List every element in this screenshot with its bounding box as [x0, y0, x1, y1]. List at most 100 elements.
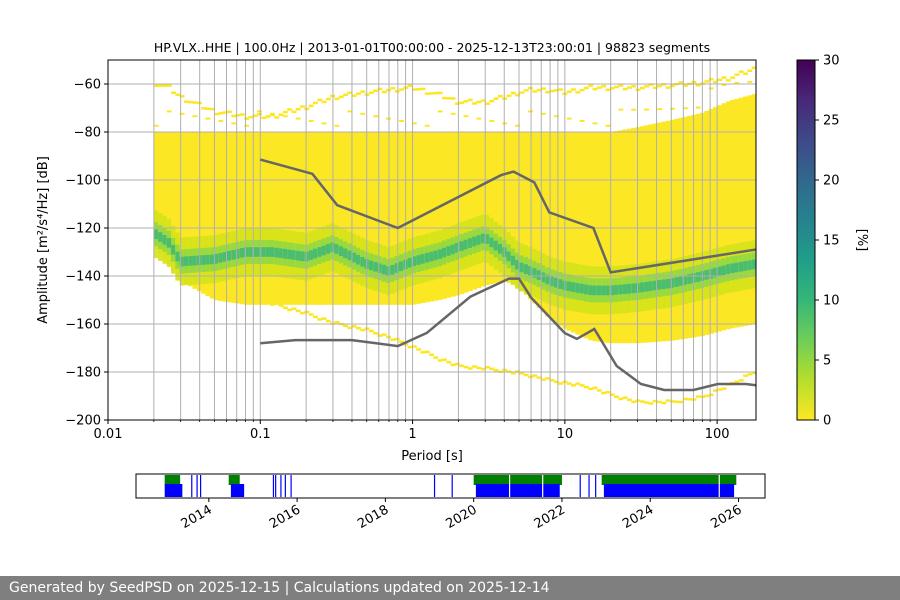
pdf-column-outer-upper	[695, 84, 701, 87]
pdf-column-speckle	[605, 124, 611, 127]
pdf-column-core	[416, 255, 422, 265]
pdf-column-outer-upper	[334, 97, 340, 101]
pdf-column-outer-upper	[205, 107, 211, 110]
timeline-blue-mark	[588, 475, 590, 497]
pdf-column	[536, 132, 542, 308]
pdf-column-outer-lower	[308, 313, 314, 316]
pdf-column-outer-upper	[355, 92, 361, 95]
pdf-column	[390, 132, 396, 305]
y-tick-label: −180	[65, 366, 101, 381]
pdf-column-outer-upper	[566, 90, 572, 93]
pdf-column	[506, 132, 512, 283]
pdf-column-outer-lower	[480, 367, 486, 371]
pdf-column-outer-upper	[532, 90, 538, 93]
pdf-column-outer-lower	[485, 366, 490, 369]
pdf-column-outer-upper	[678, 81, 684, 84]
pdf-column-outer-lower	[416, 348, 422, 351]
pdf-column-core	[489, 237, 495, 248]
pdf-column-core	[351, 252, 357, 263]
chart-title: HP.VLX..HHE | 100.0Hz | 2013-01-01T00:00…	[154, 40, 710, 55]
pdf-column-core	[158, 232, 164, 242]
pdf-column-core	[730, 263, 736, 274]
pdf-column-outer-upper	[166, 84, 172, 87]
pdf-column-speckle	[218, 120, 224, 122]
pdf-column-core	[575, 283, 581, 293]
pdf-column-outer-upper	[437, 91, 443, 95]
pdf-column-outer-upper	[669, 84, 675, 88]
colorbar-label: [%]	[854, 229, 869, 252]
pdf-column-outer-lower	[644, 401, 650, 404]
pdf-column-outer-upper	[450, 97, 456, 100]
pdf-column	[751, 94, 756, 325]
pdf-column-outer-upper	[399, 88, 404, 91]
timeline-bars	[164, 475, 737, 497]
pdf-column-outer-upper	[609, 87, 615, 90]
pdf-column-core	[558, 279, 564, 289]
pdf-column	[545, 132, 551, 317]
pdf-column	[558, 132, 564, 326]
pdf-column	[377, 132, 383, 305]
pdf-column	[601, 132, 607, 343]
pdf-column-outer-upper	[201, 107, 207, 110]
pdf-column	[308, 132, 314, 305]
pdf-column	[231, 132, 237, 303]
pdf-column-core	[252, 247, 258, 257]
pdf-column-core	[201, 255, 207, 265]
pdf-column-outer-lower	[390, 338, 396, 341]
pdf-column-speckle	[360, 112, 366, 115]
pdf-column-outer-upper	[295, 107, 301, 111]
pdf-column	[493, 132, 499, 283]
pdf-column-speckle	[566, 117, 572, 120]
pdf-column-speckle	[295, 117, 301, 120]
pdf-column-outer-upper	[291, 110, 297, 114]
timeline-tick-label: 2020	[444, 502, 480, 532]
pdf-column-core	[265, 247, 271, 257]
timeline-blue-mark	[275, 475, 277, 497]
pdf-column	[485, 132, 490, 286]
pdf-column-core	[368, 260, 374, 271]
pdf-column-core	[235, 249, 241, 259]
pdf-column-outer-upper	[648, 83, 654, 86]
pdf-column-core	[497, 244, 503, 254]
pdf-column-outer-lower	[381, 333, 387, 336]
pdf-column-outer-upper	[721, 76, 727, 79]
colorbar-tick-label: 0	[823, 414, 831, 429]
pdf-column-core	[433, 250, 439, 261]
pdf-column-outer-lower	[575, 382, 581, 385]
pdf-column	[312, 132, 318, 305]
pdf-column-outer-upper	[248, 115, 254, 119]
pdf-column-outer-lower	[751, 371, 756, 375]
pdf-column-outer-upper	[368, 91, 374, 94]
timeline-blue-mark	[433, 475, 436, 497]
pdf-column-outer-upper	[734, 73, 740, 76]
pdf-column-outer-lower	[287, 308, 293, 312]
pdf-column-outer-upper	[282, 110, 288, 114]
pdf-column-core	[687, 274, 693, 284]
pdf-column	[467, 132, 473, 292]
pdf-column-outer-lower	[669, 400, 675, 403]
pdf-column-outer-lower	[682, 397, 688, 401]
pdf-column-outer-lower	[622, 396, 628, 399]
colorbar-gradient	[796, 59, 816, 421]
pdf-column-core	[166, 238, 172, 248]
pdf-column	[635, 127, 641, 344]
x-axis-label: Period [s]	[401, 449, 463, 464]
pdf-column-core	[734, 262, 740, 273]
pdf-column	[338, 132, 344, 305]
y-tick-label: −100	[65, 174, 101, 189]
pdf-column-outer-upper	[519, 91, 525, 94]
pdf-column	[472, 132, 478, 290]
pdf-column-speckle	[553, 115, 559, 118]
pdf-column-outer-lower	[618, 397, 624, 401]
pdf-column-outer-lower	[325, 319, 331, 323]
pdf-column-outer-lower	[295, 309, 301, 313]
pdf-column	[179, 132, 185, 282]
pdf-column	[218, 132, 224, 301]
pdf-column-core	[596, 285, 602, 296]
pdf-column-core	[583, 284, 589, 295]
y-tick-label: −60	[74, 78, 101, 93]
pdf-column	[282, 132, 288, 305]
pdf-column-core	[420, 254, 426, 264]
pdf-column-core	[162, 234, 168, 245]
pdf-column-outer-upper	[442, 96, 447, 100]
